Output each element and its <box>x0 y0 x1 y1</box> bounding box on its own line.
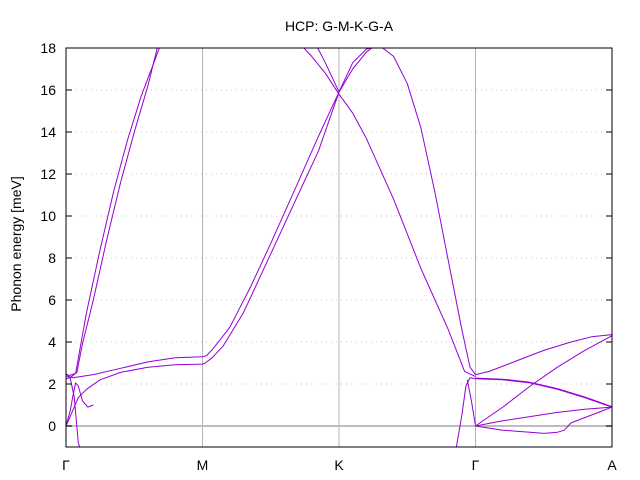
y-tick-label: 14 <box>40 124 56 140</box>
branch-line-13 <box>475 377 612 408</box>
ticks: 0 2 4 6 8 10 12 14 16 18 Γ M K Γ A <box>40 40 617 473</box>
x-tick-label: K <box>334 457 344 473</box>
y-tick-label: 10 <box>40 208 56 224</box>
y-tick-label: 0 <box>48 418 56 434</box>
y-tick-label: 16 <box>40 82 56 98</box>
branch-line-5 <box>66 48 160 377</box>
branch-line-11 <box>475 334 612 376</box>
y-axis-label: Phonon energy [meV] <box>8 176 24 311</box>
branch-line-7 <box>303 48 476 378</box>
branch-line-9 <box>455 377 476 447</box>
chart-title: HCP: G-M-K-G-A <box>285 18 394 34</box>
y-tick-label: 18 <box>40 40 56 56</box>
y-tick-label: 6 <box>48 292 56 308</box>
branch-line-4 <box>66 377 81 447</box>
branch-line-10 <box>466 379 476 427</box>
branch-line-12 <box>475 378 612 408</box>
y-tick-label: 2 <box>48 376 56 392</box>
grid <box>66 47 612 447</box>
plot-frame <box>65 47 613 448</box>
x-tick-label: A <box>607 457 617 473</box>
branch-line-3 <box>66 382 94 427</box>
branch-line-1 <box>66 48 373 427</box>
plot-lines <box>66 48 612 447</box>
branch-line-2 <box>66 91 340 379</box>
y-tick-label: 4 <box>48 334 56 350</box>
branch-line-6 <box>66 48 158 379</box>
y-tick-label: 12 <box>40 166 56 182</box>
branch-line-14 <box>475 335 612 427</box>
branch-line-8 <box>317 48 476 375</box>
y-tick-label: 8 <box>48 250 56 266</box>
branch-line-15 <box>475 406 612 427</box>
x-tick-label: Γ <box>62 457 70 473</box>
x-tick-label: M <box>197 457 209 473</box>
x-tick-label: Γ <box>472 457 480 473</box>
branch-line-16 <box>475 406 612 434</box>
